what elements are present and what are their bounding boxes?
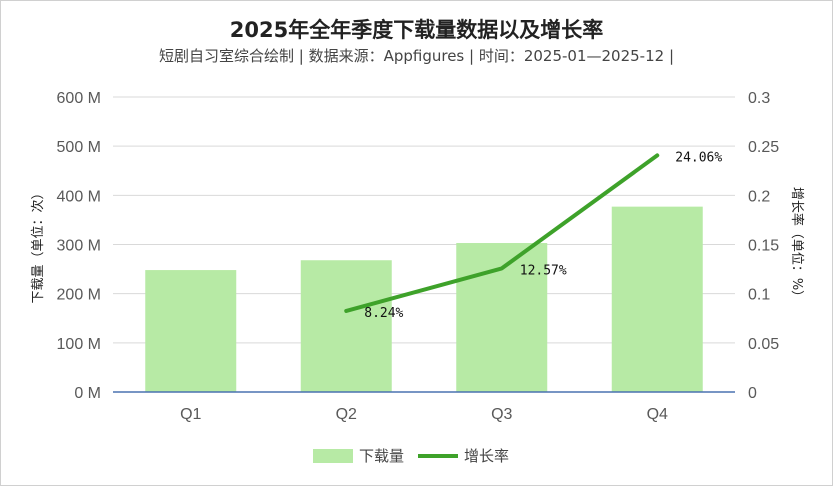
bar-q4 <box>611 206 703 392</box>
chart-title: 2025年全年季度下载量数据以及增长率 <box>229 18 604 42</box>
x-tick-label: Q2 <box>336 406 357 423</box>
growth-line <box>344 153 660 313</box>
bar-q1 <box>145 270 237 392</box>
y-left-tick-label: 200 M <box>57 287 101 304</box>
y-left-tick-label: 300 M <box>57 238 101 255</box>
y-right-tick-label: 0.25 <box>748 139 779 156</box>
y-right-tick-label: 0 <box>748 385 757 402</box>
data-label: 12.57% <box>520 263 567 278</box>
y-right-tick-label: 0.1 <box>748 287 770 304</box>
y-right-tick-label: 0.15 <box>748 238 779 255</box>
y-left-tick-label: 0 M <box>74 385 101 402</box>
y-right-tick-label: 0.2 <box>748 188 770 205</box>
bar-q2 <box>300 260 392 392</box>
legend-label-bar: 下载量 <box>359 447 404 465</box>
data-label: 8.24% <box>364 306 403 321</box>
y-left-tick-label: 400 M <box>57 188 101 205</box>
y-right-axis-label: 增长率（单位：%） <box>789 187 805 303</box>
y-right-tick-label: 0.3 <box>748 90 770 107</box>
y-left-tick-label: 500 M <box>57 139 101 156</box>
x-tick-label: Q3 <box>491 406 512 423</box>
y-left-tick-label: 100 M <box>57 336 101 353</box>
legend-swatch-bar <box>313 449 353 463</box>
y-left-axis-label: 下载量（单位：次） <box>30 186 46 303</box>
y-right-tick-label: 0.05 <box>748 336 779 353</box>
x-tick-label: Q4 <box>647 406 668 423</box>
legend-label-line: 增长率 <box>464 447 509 465</box>
y-left-tick-label: 600 M <box>57 90 101 107</box>
chart-subtitle: 短剧自习室综合绘制 | 数据来源：Appfigures | 时间：2025-01… <box>158 47 674 65</box>
data-label: 24.06% <box>675 150 722 165</box>
x-tick-label: Q1 <box>180 406 201 423</box>
